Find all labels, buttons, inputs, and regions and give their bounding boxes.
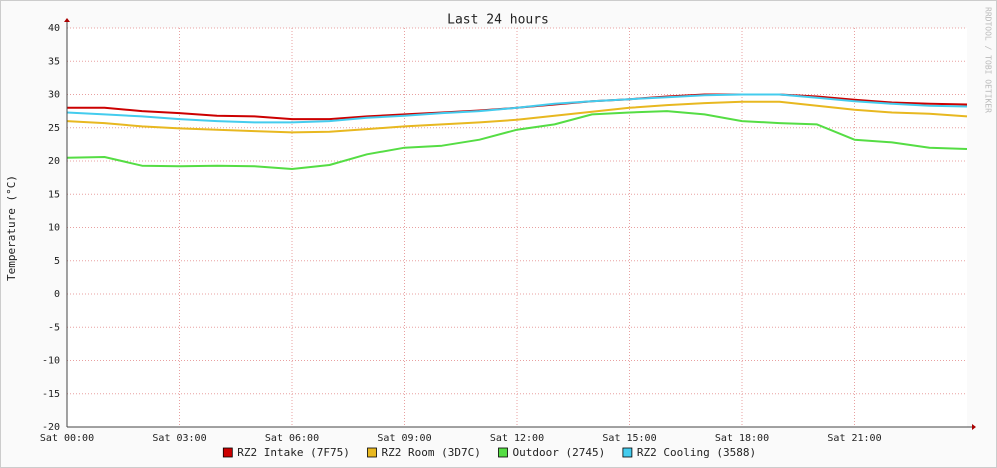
grid [66, 27, 967, 428]
y-arrow [64, 18, 70, 22]
y-tick-label: -15 [42, 389, 60, 400]
y-tick-label: 5 [54, 256, 60, 267]
x-tick-label: Sat 12:00 [490, 433, 544, 444]
y-tick-label: 30 [48, 90, 60, 101]
x-tick-label: Sat 09:00 [377, 433, 431, 444]
y-tick-label: -10 [42, 356, 60, 367]
series-line [66, 93, 968, 124]
y-tick-label: 35 [48, 56, 60, 67]
legend-swatch [367, 447, 377, 458]
y-tick-label: -20 [42, 422, 60, 433]
y-tick-label: 40 [48, 23, 60, 34]
legend-swatch [622, 447, 633, 458]
watermark: RRDTOOL / TOBI OETIKER [984, 7, 993, 113]
y-tick-label: 15 [48, 189, 60, 200]
legend-swatch [498, 447, 508, 458]
lines [66, 93, 968, 170]
legend-label: RZ2 Intake (7F75) [237, 446, 350, 459]
legend-label: RZ2 Room (3D7C) [382, 446, 481, 459]
series-line [66, 110, 968, 170]
y-axis-label: Temperature (°C) [5, 175, 18, 281]
x-tick-label: Sat 00:00 [40, 433, 94, 444]
x-tick-label: Sat 21:00 [827, 433, 881, 444]
legend-label: RZ2 Cooling (3588) [637, 446, 756, 459]
y-tick-label: -5 [48, 322, 60, 333]
x-tick-label: Sat 15:00 [602, 433, 656, 444]
y-tick-label: 10 [48, 223, 60, 234]
x-tick-label: Sat 06:00 [265, 433, 319, 444]
legend-label: Outdoor (2745) [513, 446, 606, 459]
series-line [66, 100, 968, 134]
x-tick-label: Sat 18:00 [715, 433, 769, 444]
x-tick-label: Sat 03:00 [152, 433, 206, 444]
y-tick-label: 25 [48, 123, 60, 134]
y-tick-label: 20 [48, 156, 60, 167]
y-tick-label: 0 [54, 289, 60, 300]
chart-title: Last 24 hours [447, 13, 549, 28]
legend-swatch [222, 447, 233, 458]
x-arrow [972, 424, 976, 430]
